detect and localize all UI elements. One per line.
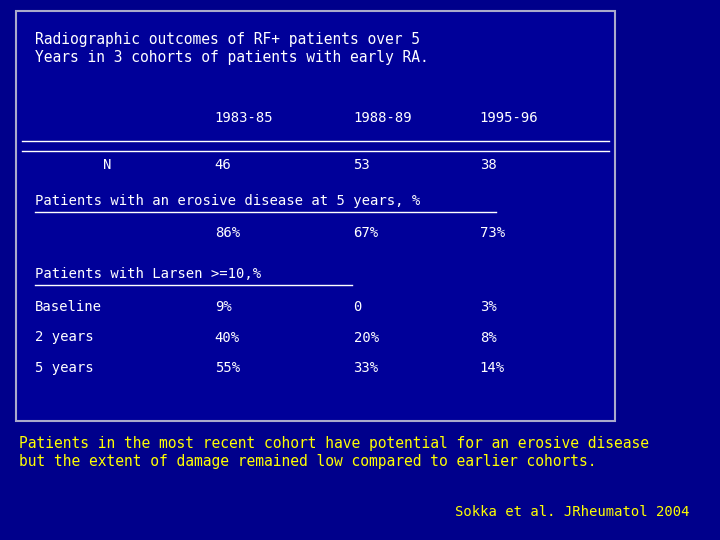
Text: Patients with an erosive disease at 5 years, %: Patients with an erosive disease at 5 ye… [35, 194, 420, 208]
Text: 3%: 3% [480, 300, 497, 314]
Text: 53: 53 [354, 158, 370, 172]
Text: Sokka et al. JRheumatol 2004: Sokka et al. JRheumatol 2004 [454, 505, 689, 519]
Text: 5 years: 5 years [35, 361, 94, 375]
Text: 2 years: 2 years [35, 330, 94, 345]
Text: N: N [103, 158, 112, 172]
Text: 1983-85: 1983-85 [215, 111, 274, 125]
Text: 38: 38 [480, 158, 497, 172]
Text: 73%: 73% [480, 226, 505, 240]
Text: Patients in the most recent cohort have potential for an erosive disease
but the: Patients in the most recent cohort have … [19, 436, 649, 469]
Text: 1988-89: 1988-89 [354, 111, 412, 125]
Text: 14%: 14% [480, 361, 505, 375]
Text: 86%: 86% [215, 226, 240, 240]
Text: 8%: 8% [480, 330, 497, 345]
Text: 9%: 9% [215, 300, 231, 314]
Text: 33%: 33% [354, 361, 379, 375]
Text: Radiographic outcomes of RF+ patients over 5
Years in 3 cohorts of patients with: Radiographic outcomes of RF+ patients ov… [35, 32, 428, 65]
Text: Baseline: Baseline [35, 300, 102, 314]
Text: Patients with Larsen >=10,%: Patients with Larsen >=10,% [35, 267, 261, 281]
Text: 0: 0 [354, 300, 362, 314]
Text: 46: 46 [215, 158, 231, 172]
Text: 40%: 40% [215, 330, 240, 345]
Text: 55%: 55% [215, 361, 240, 375]
Text: 20%: 20% [354, 330, 379, 345]
Text: 1995-96: 1995-96 [480, 111, 539, 125]
Text: 67%: 67% [354, 226, 379, 240]
FancyBboxPatch shape [16, 11, 616, 421]
